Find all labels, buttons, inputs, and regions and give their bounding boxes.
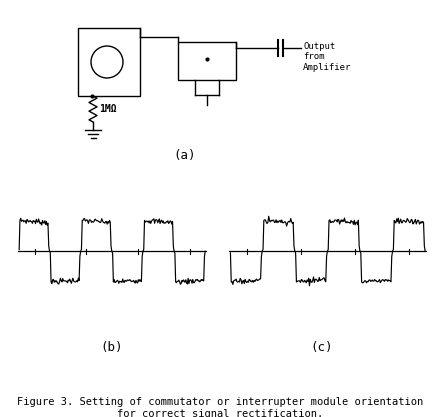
Text: 1MΩ: 1MΩ	[99, 104, 117, 114]
Bar	[178, 42, 236, 80]
Bar	[78, 28, 140, 96]
Text: (c): (c)	[311, 341, 333, 354]
Text: Figure 3. Setting of commutator or interrupter module orientation
for correct si: Figure 3. Setting of commutator or inter…	[17, 397, 423, 417]
Text: (a): (a)	[174, 148, 196, 161]
Text: Output
from
Amplifier: Output from Amplifier	[303, 42, 352, 72]
Text: (b): (b)	[101, 341, 123, 354]
